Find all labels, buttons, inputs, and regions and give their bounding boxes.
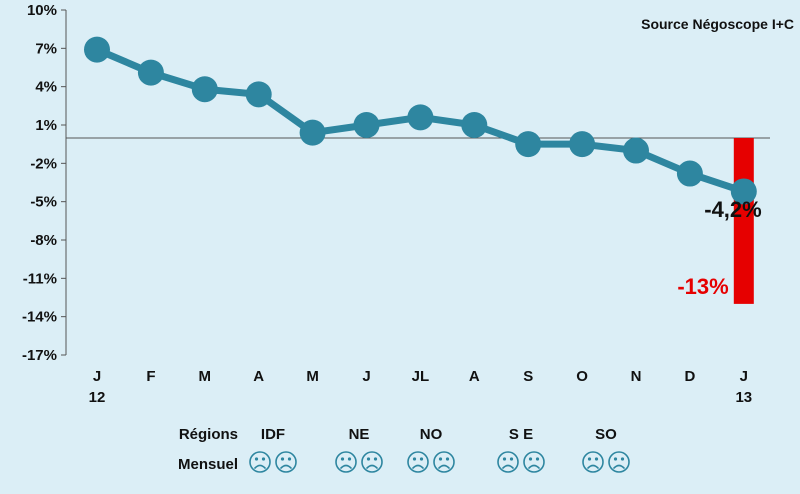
sad-face-icon [335,451,357,473]
x-tick-label: N [631,368,642,385]
sad-face-icon [582,451,604,473]
sad-face-icon [523,451,545,473]
y-tick-label: -8% [30,232,57,249]
y-tick-label: 1% [35,117,57,134]
data-point [84,36,110,63]
y-tick-label: -5% [30,194,57,211]
x-tick-label: J [362,368,370,385]
y-tick-label: -17% [22,347,57,364]
data-point [730,178,757,205]
data-point [191,76,218,103]
x-tick-label: M [199,368,212,385]
data-point [461,112,488,138]
x-tick-label: S [523,368,533,385]
data-point [137,59,164,86]
data-point [515,131,542,158]
data-point [623,137,649,164]
data-point [245,81,272,108]
sad-face-icon [497,451,519,473]
x-tick-label: A [253,368,264,385]
region-name: SO [595,426,617,443]
region-name: NO [420,426,443,443]
chart-source: Source Négoscope I+C [641,16,794,32]
sad-face-icon [275,451,297,473]
data-point [353,112,380,138]
x-tick-label: J [93,368,101,385]
y-tick-label: -14% [22,309,57,326]
sad-face-icon [249,451,271,473]
annotation-bar-value: -13% [677,274,728,299]
x-tick-label: M [306,368,319,385]
x-tick-label: A [469,368,480,385]
y-tick-label: 7% [35,40,57,57]
sad-face-icon [407,451,429,473]
sad-face-icon [433,451,455,473]
sad-face-icon [361,451,383,473]
data-point [676,160,703,187]
sad-face-icon [608,451,630,473]
y-tick-label: 10% [27,2,57,19]
x-tick-label: D [684,368,695,385]
x-tick-label: JL [412,368,430,385]
x-tick-label: F [146,368,155,385]
x-tick-sublabel: 13 [735,389,752,406]
x-tick-sublabel: 12 [89,389,106,406]
x-tick-label: J [740,368,748,385]
region-name: IDF [261,426,285,443]
y-tick-label: -2% [30,155,57,172]
data-point [569,131,596,158]
data-point [407,104,434,131]
region-name: S E [509,426,533,443]
y-tick-label: -11% [23,270,57,287]
annotation-last-value: -4,2% [704,197,761,222]
x-tick-label: O [576,368,588,385]
data-point [299,119,326,146]
mensuel-label: Mensuel [178,456,238,473]
region-name: NE [349,426,370,443]
regions-label: Régions [179,426,238,443]
y-tick-label: 4% [35,79,57,96]
